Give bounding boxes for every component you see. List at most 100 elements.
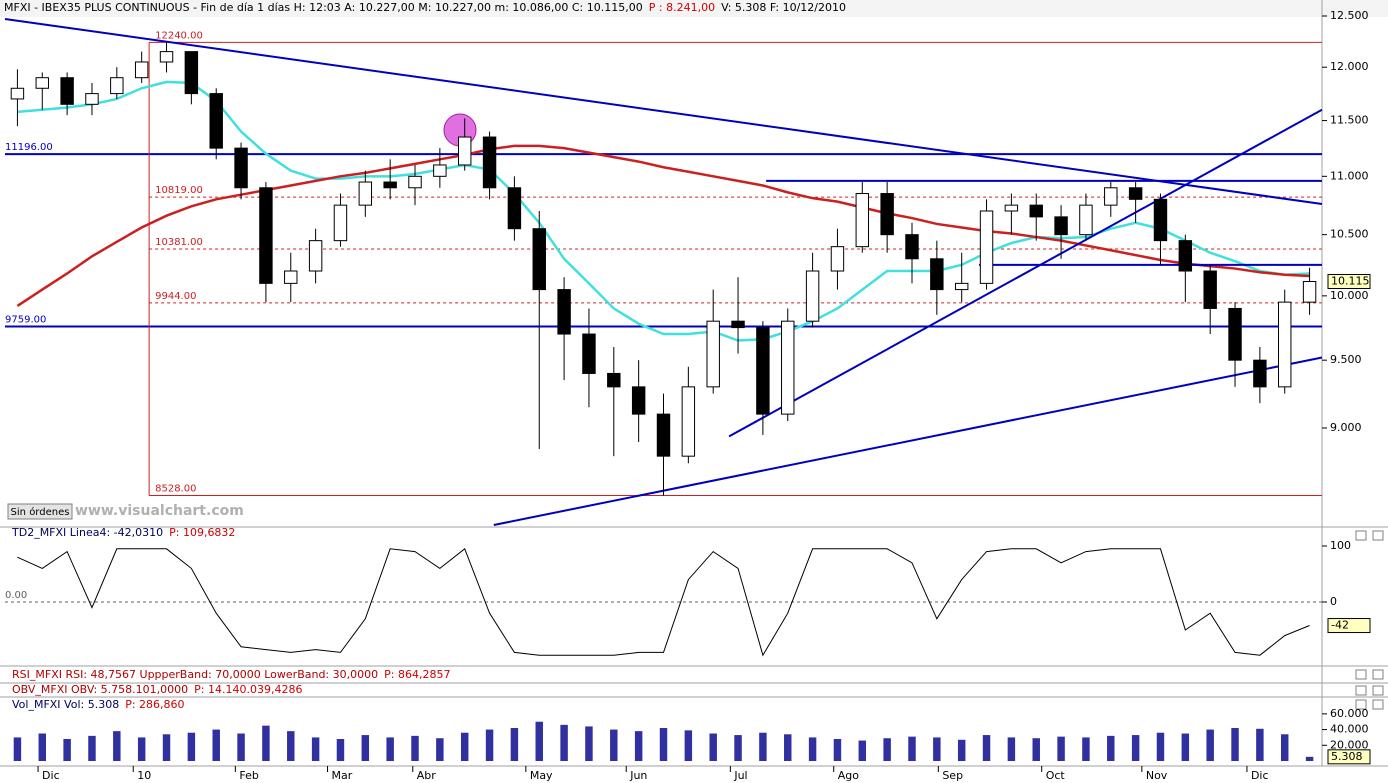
candle-body — [706, 320, 720, 388]
y-tick-label: 100 — [1330, 539, 1351, 552]
volume-bar — [982, 735, 991, 761]
volume-bar — [1206, 729, 1214, 761]
header-text: MFXI - IBEX35 PLUS CONTINUOUS - Fin de d… — [4, 1, 846, 14]
panel-button[interactable] — [1355, 685, 1367, 696]
candle-body — [532, 228, 546, 291]
candle-body — [284, 270, 298, 284]
x-tick-label: Sep — [942, 769, 963, 782]
header-bar — [0, 0, 1388, 17]
panel-button[interactable] — [1355, 530, 1367, 541]
trend-line — [728, 108, 1323, 438]
volume-bar — [610, 729, 618, 761]
volume-bar — [659, 728, 668, 761]
candle-body — [930, 258, 944, 291]
panel-button[interactable] — [1355, 669, 1367, 680]
candle-body — [1203, 270, 1217, 309]
y-tick-label: 11.000 — [1330, 169, 1369, 182]
last-value-label: 5.308 — [1331, 750, 1363, 763]
panel-button[interactable] — [1372, 685, 1384, 696]
candle-body — [855, 193, 870, 248]
series-line — [16, 144, 1310, 307]
candle-body — [308, 240, 323, 272]
volume-bar — [336, 739, 345, 761]
candle-body — [607, 372, 621, 388]
volume-bar — [858, 740, 867, 761]
volume-bar — [411, 735, 419, 761]
volume-bar — [1131, 735, 1140, 761]
level-label: 12240.00 — [155, 30, 203, 41]
volume-bar — [63, 739, 71, 761]
volume-bar — [187, 732, 196, 761]
volume-bar — [1032, 738, 1040, 761]
orders-button-label[interactable]: Sin órdenes — [11, 506, 70, 518]
volume-bar — [137, 737, 146, 761]
volume-bar — [908, 736, 916, 761]
candle-body — [134, 61, 149, 79]
volume-bar — [237, 733, 245, 761]
candle-body — [457, 136, 472, 166]
volume-bar — [808, 737, 817, 761]
volume-bar — [933, 737, 941, 761]
last-value-box — [1327, 274, 1371, 290]
y-tick-label: 20.000 — [1330, 738, 1369, 751]
panel-title: RSI_MFXI RSI: 48,7567 UppperBand: 70,000… — [12, 668, 450, 681]
volume-bar — [361, 735, 370, 761]
candle-body — [631, 386, 646, 415]
x-tick-label: Oct — [1046, 769, 1066, 782]
x-tick-label: Feb — [239, 769, 258, 782]
window-buttons — [1355, 530, 1384, 710]
trend-line — [493, 356, 1323, 526]
candle-body — [1004, 204, 1019, 212]
candle-body — [1054, 216, 1068, 236]
candle-body — [60, 77, 74, 105]
candle-body — [358, 181, 373, 206]
y-tick-label: 12.500 — [1330, 9, 1369, 22]
candle-body — [383, 181, 397, 189]
y-tick-label: 40.000 — [1330, 723, 1369, 736]
panel-button[interactable] — [1372, 669, 1384, 680]
orders-button[interactable] — [7, 503, 73, 520]
panel-button[interactable] — [1355, 699, 1367, 710]
watermark: www.visualchart.com — [75, 503, 244, 519]
volume-bar — [262, 725, 270, 761]
volume-bar — [957, 739, 966, 761]
level-label: 10381.00 — [155, 237, 203, 248]
x-tick-label: Ago — [838, 769, 860, 782]
last-value-box — [1327, 749, 1371, 765]
volume-bar — [38, 733, 47, 761]
panel-title: OBV_MFXI OBV: 5.758.101,0000 P: 14.140.03… — [12, 683, 302, 696]
y-tick-label: 0 — [1330, 595, 1337, 608]
candle-body — [557, 289, 571, 335]
candle-body — [1228, 307, 1242, 361]
level-label: 0.00 — [5, 590, 27, 601]
volume-bar — [1007, 737, 1016, 761]
volume-bar — [1107, 735, 1115, 761]
panel-button[interactable] — [1372, 530, 1384, 541]
volume-bar — [311, 737, 320, 761]
volume-bar — [535, 721, 543, 761]
volume-bar — [1057, 736, 1065, 761]
candle-body — [681, 386, 696, 457]
candle-body — [433, 164, 447, 177]
last-value-label: -42 — [1331, 619, 1349, 632]
x-tick-label: Nov — [1146, 769, 1168, 782]
candle-body — [905, 234, 919, 260]
volume-bar — [88, 735, 96, 761]
candle-body — [880, 193, 894, 236]
panel-button[interactable] — [1372, 699, 1384, 710]
volume-bar — [1082, 737, 1090, 761]
level-label: 10819.00 — [155, 185, 203, 196]
volume-bar — [485, 729, 494, 761]
x-tick-label: Jun — [629, 769, 647, 782]
x-tick-label: 10 — [137, 769, 151, 782]
x-tick-label: Mar — [332, 769, 353, 782]
volume-bar — [883, 738, 891, 761]
last-value-box — [1327, 618, 1371, 634]
x-tick-label: Abr — [417, 769, 437, 782]
volume-bar — [759, 732, 767, 761]
level-label: 9759.00 — [5, 314, 46, 325]
volume-bar — [13, 737, 22, 761]
candle-body — [1253, 359, 1267, 388]
series-line — [17, 547, 1310, 657]
